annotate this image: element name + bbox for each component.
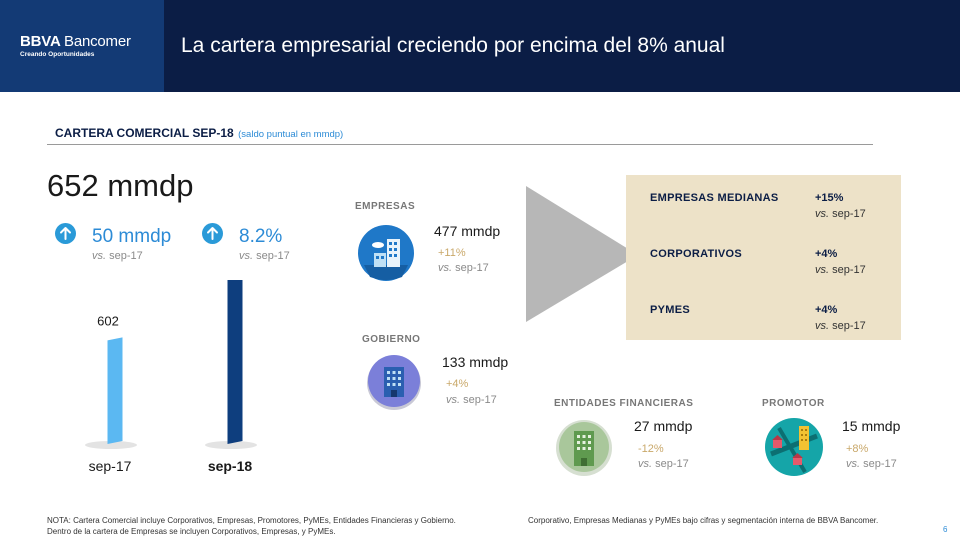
vs-label: vs.	[239, 250, 254, 262]
city-map-icon	[765, 418, 823, 476]
segment-value-gobierno: 133 mmdp	[442, 354, 509, 370]
comparison-period: sep-17	[455, 262, 489, 274]
segment-label-promotor: PROMOTOR	[762, 398, 825, 409]
segment-comparison-gobierno: vs. sep-17	[446, 394, 497, 406]
section-divider	[47, 144, 873, 145]
section-title: CARTERA COMERCIAL SEP-18	[55, 126, 234, 140]
buildings-icon	[358, 225, 414, 281]
kpi-growth-percent-comparison: vs. sep-17	[239, 250, 290, 262]
comparison-period: sep-17	[863, 458, 897, 470]
comparison-period: sep-17	[832, 264, 866, 276]
footnote-right: Corporativo, Empresas Medianas y PyMEs b…	[528, 516, 879, 525]
kpi-growth-percent: 8.2%	[239, 226, 283, 247]
subsegment-name: EMPRESAS MEDIANAS	[650, 192, 779, 204]
logo-wordmark: BBVA Bancomer	[20, 33, 131, 50]
footnote-line: NOTA: Cartera Comercial incluye Corporat…	[47, 516, 456, 525]
comparison-period: sep-17	[832, 320, 866, 332]
subsegment-name: CORPORATIVOS	[650, 248, 743, 260]
comparison-period: sep-17	[655, 458, 689, 470]
subsegment-change: +4%	[815, 304, 838, 316]
segment-comparison-promotor: vs. sep-17	[846, 458, 897, 470]
section-subtitle: (saldo puntual en mmdp)	[238, 129, 344, 140]
flow-arrow-icon	[526, 186, 638, 322]
segment-value-entidades-financieras: 27 mmdp	[634, 418, 693, 434]
segment-change-entidades-financieras: -12%	[638, 443, 664, 455]
logo-light: Bancomer	[64, 33, 131, 50]
government-building-icon	[367, 355, 421, 410]
segment-comparison-empresas: vs. sep-17	[438, 262, 489, 274]
slide-title: La cartera empresarial creciendo por enc…	[181, 34, 725, 57]
bar-value-label: 602	[97, 313, 119, 328]
bank-building-icon	[556, 420, 612, 476]
brand-logo: BBVA Bancomer Creando Oportunidades	[0, 0, 164, 92]
logo-bold: BBVA	[20, 33, 61, 50]
bar-category-label: sep-18	[208, 458, 253, 474]
segment-value-empresas: 477 mmdp	[434, 223, 501, 239]
comparison-period: sep-17	[109, 250, 143, 262]
portfolio-total: 652 mmdp	[47, 168, 194, 203]
segment-label-entidades-financieras: ENTIDADES FINANCIERAS	[554, 398, 694, 409]
subsegment-comparison: vs. sep-17	[815, 320, 866, 332]
arrow-up-icon	[55, 223, 76, 244]
vs-label: vs.	[446, 394, 461, 406]
subsegment-comparison: vs. sep-17	[815, 208, 866, 220]
vs-label: vs.	[846, 458, 861, 470]
page-number: 6	[943, 525, 948, 534]
bar-shadow	[85, 441, 137, 449]
bar-shadow	[205, 441, 257, 449]
subsegment-change: +15%	[815, 192, 844, 204]
segment-change-promotor: +8%	[846, 443, 869, 455]
kpi-growth-amount-comparison: vs. sep-17	[92, 250, 143, 262]
vs-label: vs.	[815, 320, 830, 332]
segment-value-promotor: 15 mmdp	[842, 418, 901, 434]
comparison-period: sep-17	[256, 250, 290, 262]
vs-label: vs.	[638, 458, 653, 470]
subsegment-name: PYMES	[650, 304, 691, 316]
vs-label: vs.	[92, 250, 107, 262]
logo-tagline: Creando Oportunidades	[20, 51, 95, 58]
footnote-line: Dentro de la cartera de Empresas se incl…	[47, 527, 336, 536]
vs-label: vs.	[815, 208, 830, 220]
bar-category-label: sep-17	[89, 458, 132, 474]
kpi-growth-amount: 50 mmdp	[92, 226, 172, 247]
segment-label-empresas: EMPRESAS	[355, 201, 416, 212]
vs-label: vs.	[438, 262, 453, 274]
subsegment-change: +4%	[815, 248, 838, 260]
section-heading: CARTERA COMERCIAL SEP-18 (saldo puntual …	[55, 124, 343, 142]
segment-change-empresas: +11%	[438, 247, 466, 259]
segment-change-gobierno: +4%	[446, 378, 469, 390]
vs-label: vs.	[815, 264, 830, 276]
subsegment-comparison: vs. sep-17	[815, 264, 866, 276]
segment-comparison-entidades-financieras: vs. sep-17	[638, 458, 689, 470]
empresas-breakdown-panel: EMPRESAS MEDIANAS +15% vs. sep-17 CORPOR…	[626, 175, 901, 340]
footnote-left: NOTA: Cartera Comercial incluye Corporat…	[47, 515, 456, 537]
bar-sep-18	[227, 280, 243, 444]
segment-label-gobierno: GOBIERNO	[362, 334, 421, 345]
comparison-period: sep-17	[832, 208, 866, 220]
bar-sep-17	[107, 337, 123, 444]
comparison-period: sep-17	[463, 394, 497, 406]
arrow-up-icon	[202, 223, 223, 244]
